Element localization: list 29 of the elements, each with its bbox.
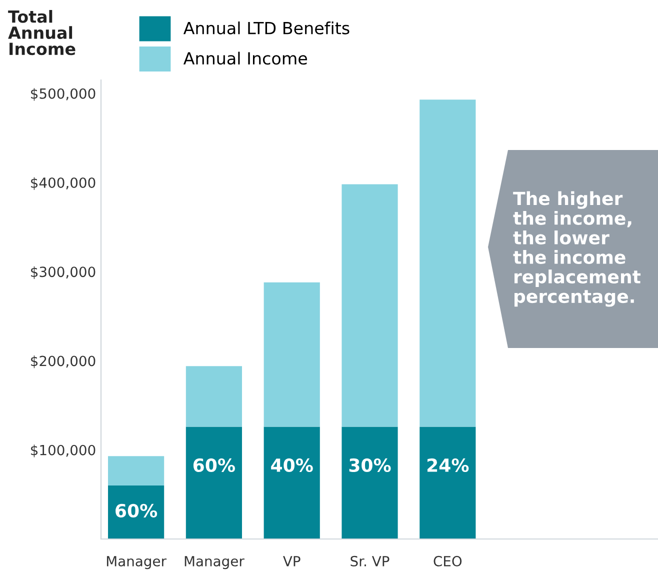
- bar: [186, 426, 242, 539]
- annotation: 24%: [427, 458, 469, 472]
- y-tick-label: $100,000: [31, 444, 96, 458]
- bar: [108, 486, 164, 539]
- x-tick-label: CEO: [434, 556, 462, 566]
- y-tick-label: $300,000: [31, 266, 96, 279]
- x-tick-label: Sr. VP: [350, 556, 390, 566]
- annotation: 60%: [193, 458, 235, 472]
- bar: [264, 282, 320, 427]
- x-tick-label: Manager: [106, 556, 166, 570]
- annotation: 60%: [116, 504, 158, 518]
- y-axis-title: Total Annual Income: [8, 10, 76, 56]
- bar: [420, 426, 476, 539]
- bar: [108, 456, 164, 486]
- bar: [342, 184, 398, 427]
- legend-label: Annual LTD Benefits: [183, 22, 350, 34]
- y-tick-label: $200,000: [31, 355, 96, 368]
- y-tick-label: $500,000: [31, 88, 96, 101]
- y-tick-label: $400,000: [31, 177, 96, 190]
- bar: [264, 426, 320, 539]
- bar: [186, 366, 242, 427]
- x-tick-label: VP: [283, 556, 300, 566]
- x-tick-label: Manager: [184, 556, 244, 570]
- bar: [342, 426, 398, 539]
- bar: [420, 100, 476, 427]
- annotation: 40%: [271, 458, 313, 472]
- annotation: 30%: [349, 458, 391, 472]
- text: The higher the income, the lower the income replacement percentage.: [513, 191, 641, 307]
- legend-label: Annual Income: [183, 52, 308, 65]
